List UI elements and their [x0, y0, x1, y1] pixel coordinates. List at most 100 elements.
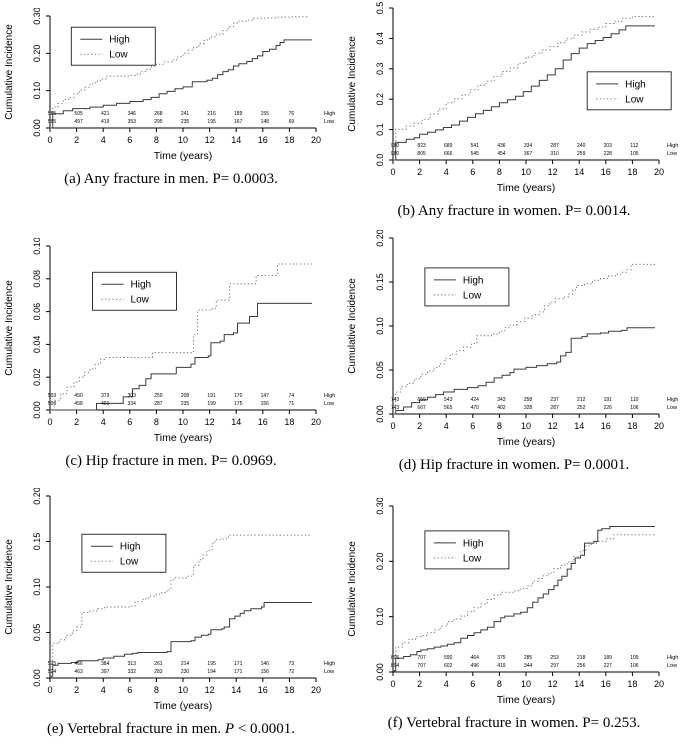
at-risk-high-value: 155 — [261, 111, 270, 117]
at-risk-high-value: 189 — [234, 111, 243, 117]
x-tick-label: 6 — [127, 135, 132, 145]
at-risk-high-value: 707 — [417, 655, 426, 661]
caption-e: (e) Vertebral fracture in men. P < 0.000… — [0, 719, 342, 738]
panel-b: Cumulative Incidence 0.0 0.1 0.2 0.3 0.4 0.5 0 2… — [343, 0, 685, 220]
x-tick-label: 18 — [627, 679, 637, 689]
at-risk-high-value: 421 — [101, 111, 110, 117]
y-tick-label: 0.00 — [32, 401, 42, 419]
at-risk-high-value: 805 — [391, 655, 400, 661]
x-tick-label: 2 — [74, 685, 79, 695]
at-risk-low-value: 454 — [497, 151, 506, 157]
risk-row-label-low: Low — [324, 119, 334, 125]
at-risk-high-value: 980 — [391, 143, 400, 149]
x-tick-label: 18 — [284, 685, 294, 695]
y-axis-title: Cumulative Incidence — [347, 278, 358, 374]
y-axis-title: Cumulative Incidence — [4, 539, 15, 635]
at-risk-high-value: 543 — [444, 397, 453, 403]
legend-box — [70, 26, 156, 66]
at-risk-low-value: 259 — [577, 151, 586, 157]
y-tick-label: 0.10 — [375, 317, 385, 335]
x-tick-label: 6 — [470, 167, 475, 177]
at-risk-high-value: 743 — [391, 397, 400, 403]
y-tick-label: 0.1 — [375, 123, 385, 136]
x-tick-label: 2 — [417, 167, 422, 177]
x-tick-label: 14 — [231, 417, 241, 427]
y-tick-label: 0.08 — [32, 270, 42, 288]
at-risk-low-value: 470 — [471, 405, 480, 411]
y-tick-label: 0.30 — [32, 8, 42, 25]
panel-e: Cumulative Incidence 0.00 0.05 0.10 0.15 0.20… — [0, 487, 342, 738]
at-risk-low-value: 171 — [234, 669, 243, 675]
caption-text: (c) Hip fracture in men. P= 0.0969. — [65, 453, 277, 469]
series-high-line — [50, 39, 312, 129]
at-risk-high-value: 261 — [154, 661, 163, 667]
x-tick-label: 10 — [521, 421, 531, 431]
at-risk-low-value: 227 — [604, 663, 613, 669]
at-risk-low-value: 235 — [181, 401, 190, 407]
legend-label-low: Low — [625, 94, 644, 105]
x-tick-label: 2 — [74, 135, 79, 145]
panel-f: Cumulative Incidence 0.00 0.10 0.20 0.30 0 2 4 6… — [343, 497, 685, 732]
at-risk-high-value: 250 — [154, 393, 163, 399]
at-risk-low-value: 585 — [48, 119, 57, 125]
at-risk-high-value: 590 — [444, 655, 453, 661]
at-risk-low-value: 106 — [630, 663, 639, 669]
at-risk-low-value: 565 — [444, 405, 453, 411]
at-risk-low-value: 228 — [604, 151, 613, 157]
x-tick-label: 14 — [231, 685, 241, 695]
at-risk-low-value: 667 — [417, 405, 426, 411]
at-risk-high-value: 375 — [497, 655, 506, 661]
legend-label-low: Low — [463, 290, 482, 301]
x-tick-label: 12 — [205, 685, 215, 695]
x-tick-label: 6 — [470, 679, 475, 689]
caption-text: (e) Vertebral fracture in men. — [46, 721, 225, 737]
at-risk-low-value: 328 — [524, 405, 533, 411]
caption-text: < 0.0001. — [234, 721, 296, 737]
at-risk-high-value: 384 — [101, 661, 110, 667]
y-tick-label: 0.0 — [375, 154, 385, 167]
risk-row-label-high: High — [667, 655, 678, 661]
x-tick-label: 8 — [497, 167, 502, 177]
caption-b: (b) Any fracture in women. P= 0.0014. — [343, 201, 685, 220]
y-tick-label: 0.3 — [375, 63, 385, 76]
x-axis-title: Time (years) — [154, 150, 213, 162]
at-risk-low-value: 194 — [207, 669, 216, 675]
caption-text: (f) Vertebral fracture in women. P= 0.25… — [387, 715, 641, 731]
x-tick-label: 0 — [390, 679, 395, 689]
at-risk-low-value: 666 — [444, 151, 453, 157]
series-low-line — [393, 534, 656, 672]
y-tick-label: 0.10 — [32, 578, 42, 596]
series-high-line — [393, 25, 655, 161]
x-tick-label: 20 — [311, 417, 321, 427]
legend-box — [424, 267, 510, 307]
x-axis-title: Time (years) — [497, 694, 556, 706]
at-risk-high-value: 268 — [154, 111, 163, 117]
at-risk-low-value: 283 — [154, 669, 163, 675]
risk-row-label-high: High — [324, 393, 335, 399]
y-tick-label: 0.20 — [32, 488, 42, 505]
x-tick-label: 12 — [548, 167, 558, 177]
at-risk-low-value: 310 — [550, 151, 559, 157]
panel-c: Cumulative Incidence 0.00 0.02 0.04 0.06 0.08… — [0, 237, 342, 470]
at-risk-high-value: 464 — [471, 655, 480, 661]
x-tick-label: 12 — [548, 679, 558, 689]
x-tick-label: 18 — [627, 167, 637, 177]
at-risk-high-value: 585 — [48, 111, 57, 117]
x-tick-label: 14 — [574, 421, 584, 431]
at-risk-high-value: 191 — [207, 393, 216, 399]
x-axis-title: Time (years) — [497, 182, 556, 194]
at-risk-low-value: 252 — [577, 405, 586, 411]
x-axis-title: Time (years) — [154, 432, 213, 444]
x-tick-label: 2 — [417, 421, 422, 431]
risk-row-label-high: High — [324, 661, 335, 667]
x-tick-label: 4 — [444, 421, 449, 431]
y-tick-label: 0.04 — [32, 336, 42, 354]
at-risk-low-value: 295 — [154, 119, 163, 125]
y-tick-label: 0.05 — [375, 361, 385, 379]
x-tick-label: 20 — [654, 679, 664, 689]
at-risk-low-value: 105 — [630, 151, 639, 157]
y-tick-label: 0.06 — [32, 303, 42, 321]
caption-f: (f) Vertebral fracture in women. P= 0.25… — [343, 713, 685, 732]
x-tick-label: 18 — [284, 417, 294, 427]
at-risk-high-value: 203 — [604, 143, 613, 149]
